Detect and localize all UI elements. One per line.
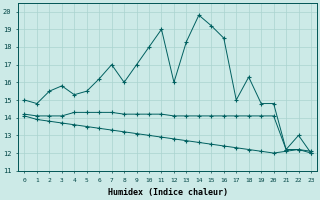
X-axis label: Humidex (Indice chaleur): Humidex (Indice chaleur)	[108, 188, 228, 197]
